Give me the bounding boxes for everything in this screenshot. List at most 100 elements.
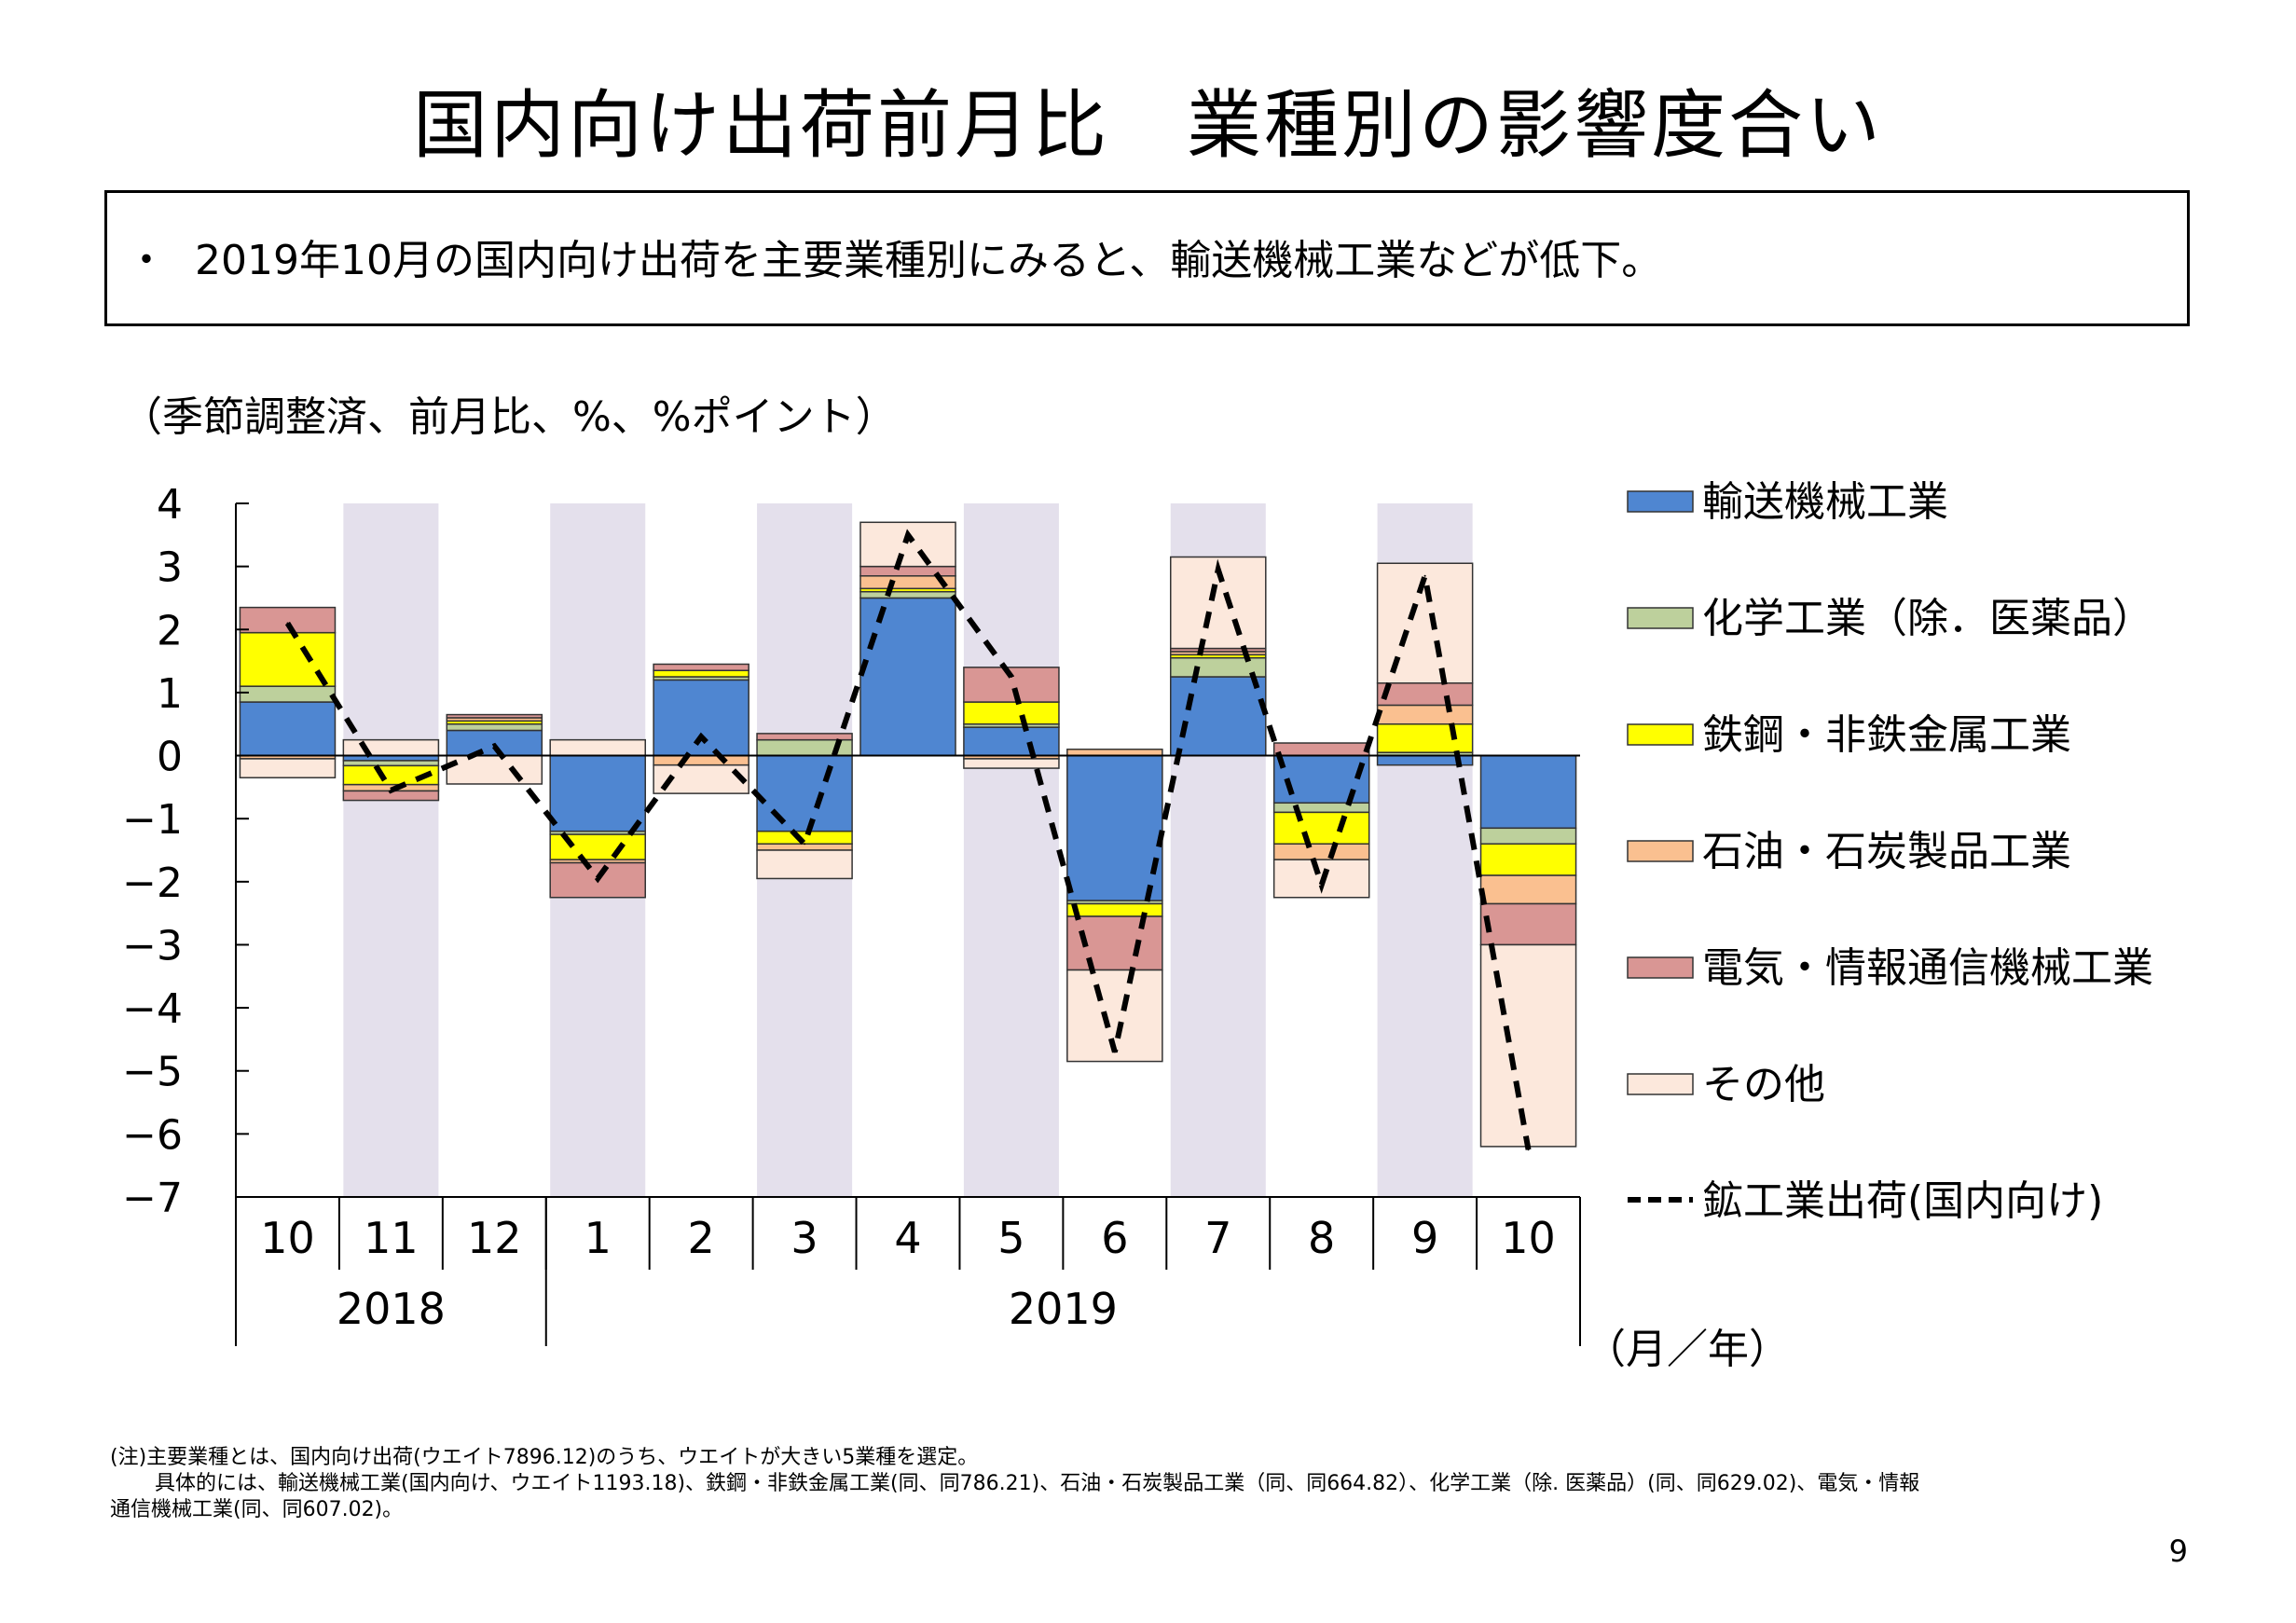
bar-segment (446, 722, 543, 732)
x-tick-label: 10 (260, 1213, 315, 1263)
bar-segment (1479, 754, 1577, 830)
bar-segment (756, 830, 853, 845)
x-tick-label: 4 (894, 1213, 921, 1263)
line-point (493, 745, 496, 748)
y-tick-label: 0 (157, 734, 183, 781)
y-tick-label: −4 (122, 985, 183, 1033)
bar-segment (756, 733, 853, 741)
footnote: (注)主要業種とは、国内向け出荷(ウエイト7896.12)のうち、ウエイトが大き… (110, 1445, 2198, 1523)
bar-segment (342, 760, 440, 767)
legend-label: 石油・石炭製品工業 (1702, 828, 2071, 875)
footnote-line-3: 通信機械工業(同、同607.02)。 (110, 1498, 404, 1521)
y-tick-label: 1 (157, 670, 183, 718)
bar-segment (446, 713, 543, 719)
bar-segment (239, 685, 337, 703)
legend-label: 輸送機械工業 (1702, 478, 1948, 526)
page-number: 9 (2168, 1534, 2188, 1569)
x-tick-label: 7 (1204, 1213, 1231, 1263)
x-tick-label: 1 (584, 1213, 612, 1263)
legend-swatch (1627, 1073, 1694, 1095)
legend-swatch (1627, 490, 1694, 513)
line-point (1113, 1051, 1116, 1053)
shade-band (963, 503, 1059, 1197)
bar-segment (1066, 754, 1163, 901)
bar-segment (1479, 827, 1577, 845)
bar-segment (1066, 902, 1163, 917)
legend-label: 鉱工業出荷(国内向け) (1702, 1177, 2103, 1225)
y-tick-label: 4 (157, 481, 183, 529)
line-point (1010, 676, 1012, 678)
line-point (1423, 574, 1426, 577)
bar-segment (1066, 915, 1163, 971)
line-point (700, 736, 703, 738)
bar-segment (446, 729, 543, 757)
bar-segment (342, 738, 440, 757)
y-tick-label: −7 (122, 1175, 183, 1222)
bar-segment (756, 849, 853, 880)
summary-text: 2019年10月の国内向け出荷を主要業種別にみると、輸送機械工業などが低下。 (195, 237, 1663, 284)
bar-segment (963, 758, 1060, 769)
x-tick-label: 5 (997, 1213, 1024, 1263)
bar-segment (1272, 802, 1370, 814)
legend-swatch (1627, 607, 1694, 629)
bar-segment (239, 606, 337, 634)
line-point (390, 789, 392, 791)
bar-segment (653, 754, 749, 766)
bar-segment (1376, 722, 1474, 753)
bar-segment (1479, 843, 1577, 876)
x-tick-label: 12 (467, 1213, 522, 1263)
bar-segment (1479, 902, 1577, 946)
legend-label: その他 (1702, 1061, 1825, 1108)
x-tick-label: 2 (688, 1213, 715, 1263)
bar-segment (963, 726, 1060, 757)
x-tick-label: 8 (1308, 1213, 1335, 1263)
bar-segment (653, 663, 749, 671)
y-tick-label: −3 (122, 922, 183, 970)
y-tick-label: 3 (157, 544, 183, 592)
year-label: 2019 (1009, 1284, 1118, 1334)
y-tick-label: −5 (122, 1049, 183, 1096)
x-tick-label: 6 (1101, 1213, 1128, 1263)
bar-segment (1066, 749, 1163, 757)
line-point (286, 622, 289, 625)
bar-segment (1376, 682, 1474, 707)
x-tick-label: 11 (364, 1213, 419, 1263)
legend-swatch (1627, 723, 1694, 746)
bar-segment (1376, 704, 1474, 725)
legend-swatch (1627, 840, 1694, 862)
bar-segment (1272, 811, 1370, 845)
bar-segment (653, 679, 749, 757)
bar-segment (1169, 676, 1267, 757)
line-point (1320, 884, 1323, 887)
y-tick-label: 2 (157, 607, 183, 654)
bar-segment (1272, 843, 1370, 860)
bar-segment (963, 701, 1060, 725)
bar-segment (1479, 874, 1577, 905)
bar-segment (549, 754, 647, 832)
bar-segment (239, 758, 337, 778)
summary-bullet: ・ (126, 237, 167, 284)
footnote-line-2: 具体的には、輸送機械工業(国内向け、ウエイト1193.18)、鉄鋼・非鉄金属工業… (155, 1472, 1920, 1495)
x-tick-label: 9 (1411, 1213, 1438, 1263)
line-point (907, 533, 909, 536)
bar-segment (859, 521, 956, 568)
year-label: 2018 (337, 1284, 446, 1334)
bar-segment (859, 597, 956, 757)
y-tick-label: −1 (122, 796, 183, 844)
bar-segment (653, 669, 749, 678)
x-tick-label: 10 (1501, 1213, 1556, 1263)
unit-note: （季節調整済、前月比、%、%ポイント） (121, 393, 897, 441)
x-tick-label: 3 (791, 1213, 818, 1263)
page-title: 国内向け出荷前月比 業種別の影響度合い (413, 82, 1883, 169)
y-tick-label: −6 (122, 1111, 183, 1159)
bar-segment (549, 738, 647, 757)
legend-label: 鉄鋼・非鉄金属工業 (1702, 711, 2071, 759)
line-point (804, 843, 806, 846)
footnote-line-1: (注)主要業種とは、国内向け出荷(ウエイト7896.12)のうち、ウエイトが大き… (110, 1446, 979, 1469)
bar-segment (239, 701, 337, 757)
x-axis-unit-label: （月／年） (1585, 1326, 1790, 1373)
bar-segment (756, 754, 853, 832)
shade-band (343, 503, 439, 1197)
legend-label: 化学工業（除．医薬品） (1702, 595, 2153, 642)
